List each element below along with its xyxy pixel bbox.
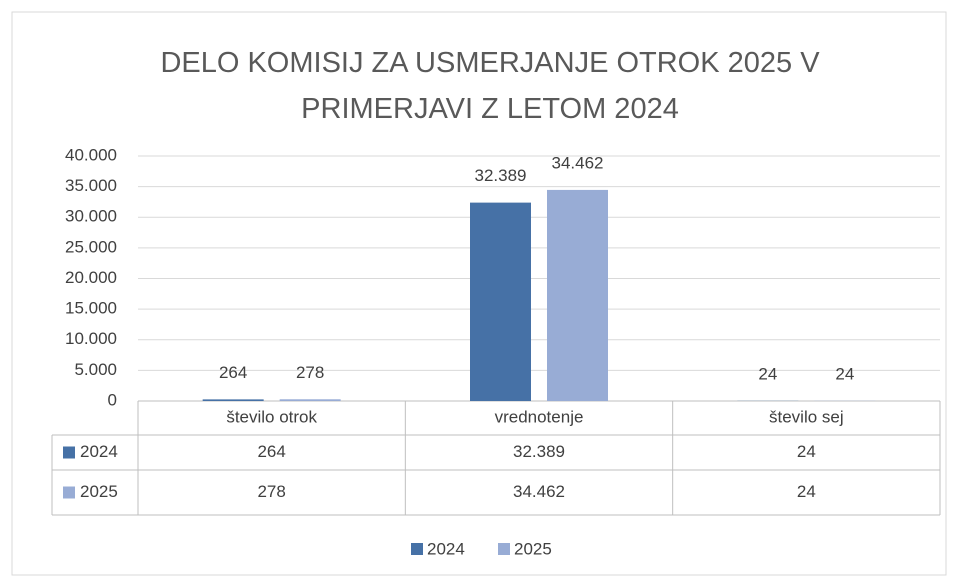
x-tick-label: število otrok [226,407,317,426]
table-legend-key [63,486,75,499]
table-cell: 32.389 [513,442,565,461]
y-tick-label: 0 [108,390,117,409]
data-label: 34.462 [552,153,604,172]
bar [547,189,608,401]
legend-label: 2025 [514,539,552,558]
data-label: 24 [758,364,777,383]
data-label: 24 [835,364,854,383]
bar [202,399,264,401]
table-legend-key [63,446,75,459]
y-tick-label: 15.000 [65,299,117,318]
data-label: 278 [296,363,324,382]
y-tick-label: 5.000 [74,360,117,379]
x-tick-label: vrednotenje [495,407,584,426]
table-cell: 34.462 [513,482,565,501]
data-label: 32.389 [475,166,527,185]
y-tick-label: 10.000 [65,329,117,348]
legend-key [411,543,423,555]
table-cell: 278 [257,482,285,501]
bar [470,202,531,401]
y-tick-label: 35.000 [65,176,117,195]
y-tick-label: 25.000 [65,237,117,256]
table-row-label: 2025 [80,482,118,501]
y-tick-label: 20.000 [65,268,117,287]
table-cell: 24 [797,482,816,501]
chart-title: DELO KOMISIJ ZA USMERJANJE OTROK 2025 V … [160,47,820,125]
x-tick-label: število sej [769,407,844,426]
y-tick-label: 30.000 [65,207,117,226]
bar [279,399,341,401]
data-label: 264 [219,363,247,382]
legend-key [498,543,510,555]
table-cell: 264 [257,442,285,461]
legend-label: 2024 [427,539,465,558]
table-cell: 24 [797,442,816,461]
y-tick-label: 40.000 [65,145,117,164]
table-row-label: 2024 [80,442,118,461]
